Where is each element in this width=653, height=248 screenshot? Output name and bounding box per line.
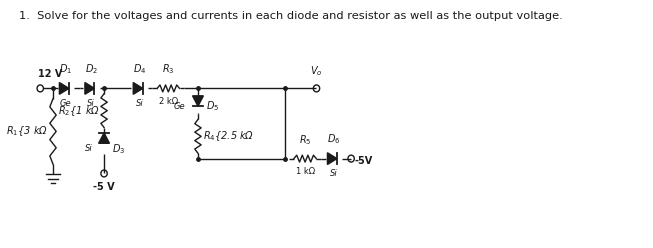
Text: Si: Si bbox=[86, 144, 93, 153]
Polygon shape bbox=[193, 96, 203, 106]
Polygon shape bbox=[99, 133, 110, 143]
Text: R$_3$: R$_3$ bbox=[162, 62, 174, 76]
Text: Ge: Ge bbox=[60, 99, 72, 108]
Text: D$_6$: D$_6$ bbox=[327, 132, 341, 146]
Polygon shape bbox=[133, 83, 143, 94]
Text: D$_3$: D$_3$ bbox=[112, 142, 125, 155]
Text: V$_o$: V$_o$ bbox=[310, 64, 323, 78]
Text: -5 V: -5 V bbox=[93, 182, 115, 192]
Text: 2 kΩ: 2 kΩ bbox=[159, 97, 178, 106]
Polygon shape bbox=[327, 153, 337, 164]
Text: Si: Si bbox=[88, 99, 95, 108]
Text: -5V: -5V bbox=[355, 155, 373, 166]
Polygon shape bbox=[85, 83, 95, 94]
Text: R$_2${1 kΩ: R$_2${1 kΩ bbox=[57, 104, 99, 118]
Text: D$_4$: D$_4$ bbox=[133, 62, 146, 76]
Text: 12 V: 12 V bbox=[39, 68, 63, 79]
Polygon shape bbox=[59, 83, 69, 94]
Text: Si: Si bbox=[136, 99, 144, 108]
Text: R$_1${3 kΩ: R$_1${3 kΩ bbox=[7, 124, 48, 138]
Text: R$_4${2.5 kΩ: R$_4${2.5 kΩ bbox=[202, 129, 254, 143]
Text: Si: Si bbox=[330, 169, 338, 179]
Text: R$_5$: R$_5$ bbox=[299, 133, 311, 147]
Text: D$_1$: D$_1$ bbox=[59, 62, 72, 76]
Text: D$_5$: D$_5$ bbox=[206, 99, 219, 113]
Text: 1.  Solve for the voltages and currents in each diode and resistor as well as th: 1. Solve for the voltages and currents i… bbox=[20, 11, 563, 21]
Text: D$_2$: D$_2$ bbox=[85, 62, 98, 76]
Text: Ge: Ge bbox=[174, 102, 185, 111]
Text: 1 kΩ: 1 kΩ bbox=[296, 166, 315, 176]
